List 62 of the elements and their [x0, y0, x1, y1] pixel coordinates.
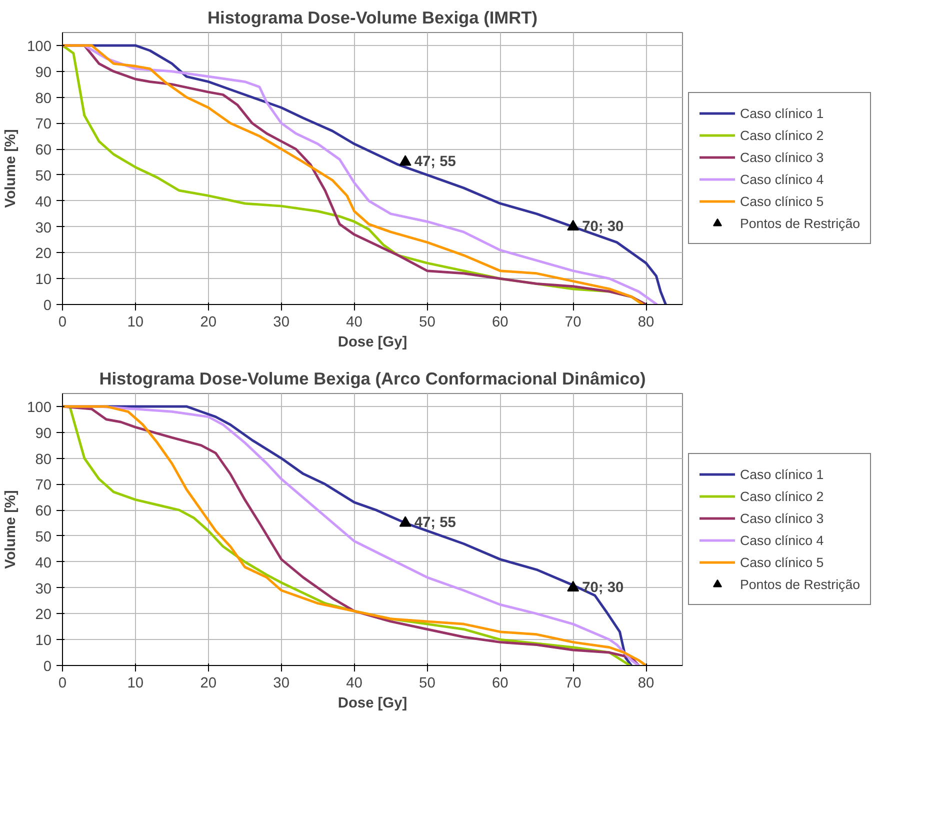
x-tick-label: 60: [492, 676, 508, 692]
y-tick-label: 90: [35, 426, 52, 442]
y-tick-label: 50: [35, 529, 52, 546]
x-tick-label: 70: [564, 314, 582, 330]
y-tick-label: 20: [35, 607, 52, 624]
x-axis-title: Dose [Gy]: [338, 696, 408, 712]
y-tick-label: 80: [35, 452, 52, 468]
legend-label: Caso clínico 5: [740, 194, 824, 208]
y-tick-label: 30: [35, 581, 52, 598]
x-tick-label: 70: [564, 676, 582, 692]
y-tick-label: 0: [43, 298, 52, 314]
y-tick-label: 20: [35, 246, 52, 262]
x-tick-label: 60: [492, 314, 508, 330]
y-tick-label: 70: [35, 116, 52, 133]
y-tick-label: 60: [35, 504, 52, 520]
x-tick-label: 40: [346, 314, 362, 330]
y-tick-label: 10: [35, 633, 52, 650]
x-axis-title: Dose [Gy]: [338, 334, 408, 350]
data-label: 47; 55: [414, 515, 456, 532]
data-label: 70; 30: [582, 580, 624, 596]
y-tick-label: 30: [35, 220, 52, 236]
y-tick-label: 90: [35, 64, 52, 81]
legend-label: Pontos de Restrição: [740, 576, 860, 592]
x-tick-label: 40: [346, 676, 362, 692]
data-label: 70; 30: [582, 218, 624, 235]
y-tick-label: 10: [35, 272, 52, 288]
x-tick-label: 0: [58, 676, 67, 692]
x-tick-label: 80: [638, 314, 654, 330]
x-tick-label: 50: [419, 676, 436, 692]
y-tick-label: 80: [35, 90, 52, 107]
x-tick-label: 20: [200, 676, 217, 692]
y-tick-label: 100: [27, 38, 52, 55]
x-tick-label: 10: [127, 314, 144, 330]
y-tick-label: 100: [27, 400, 52, 416]
y-tick-label: 60: [35, 142, 52, 159]
y-tick-label: 40: [35, 555, 52, 572]
x-tick-label: 10: [127, 676, 144, 692]
y-axis-title: Volume [%]: [3, 490, 20, 569]
x-tick-label: 0: [58, 314, 67, 330]
x-tick-label: 80: [638, 676, 654, 692]
legend-label: Pontos de Restrição: [740, 216, 860, 230]
y-tick-label: 40: [35, 194, 52, 210]
y-tick-label: 0: [43, 659, 52, 675]
y-tick-label: 70: [35, 478, 52, 494]
legend-label: Caso clínico 2: [740, 488, 824, 504]
legend-label: Caso clínico 3: [740, 510, 824, 526]
legend-label: Caso clínico 4: [740, 532, 824, 548]
legend-label: Caso clínico 1: [740, 106, 824, 120]
x-tick-label: 30: [273, 676, 290, 692]
legend-label: Caso clínico 5: [740, 554, 824, 570]
data-label: 47; 55: [414, 154, 456, 170]
x-tick-label: 20: [200, 314, 217, 330]
x-tick-label: 50: [419, 314, 436, 330]
y-axis-title: Volume [%]: [3, 129, 20, 208]
chart-title: Histograma Dose-Volume Bexiga (Arco Conformacional Dinâmico): [99, 368, 646, 388]
legend-label: Caso clínico 4: [740, 172, 824, 186]
x-tick-label: 30: [273, 314, 290, 330]
legend-label: Caso clínico 1: [740, 466, 824, 482]
legend-label: Caso clínico 3: [740, 150, 824, 164]
y-tick-label: 50: [35, 168, 52, 184]
legend-label: Caso clínico 2: [740, 128, 824, 142]
chart-title: Histograma Dose-Volume Bexiga (IMRT): [208, 8, 538, 28]
